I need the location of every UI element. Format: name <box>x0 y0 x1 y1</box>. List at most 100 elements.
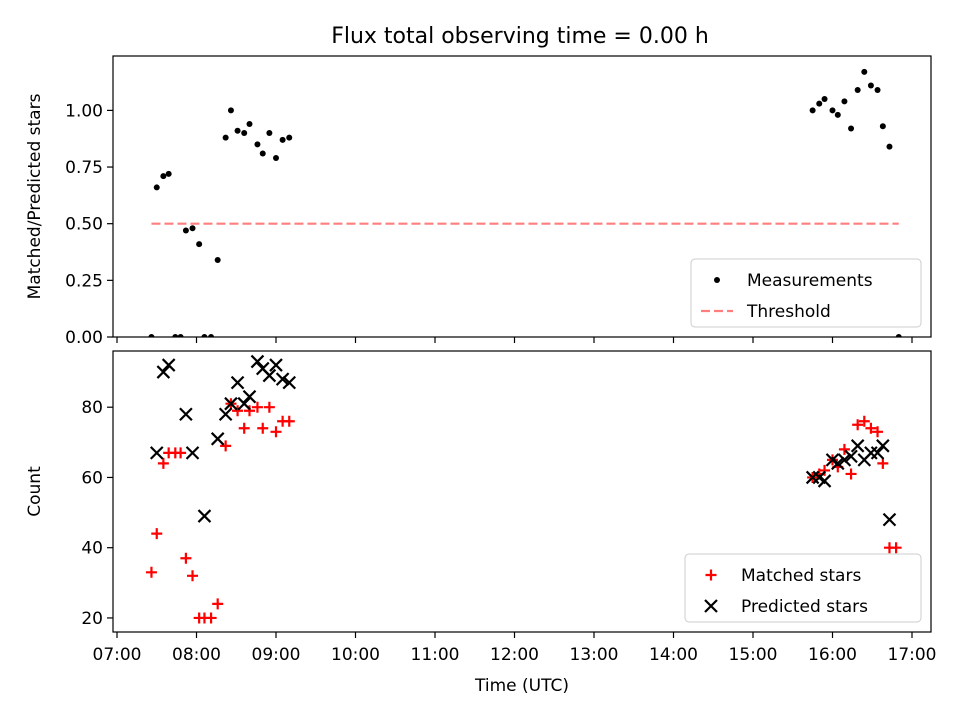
y-tick-label: 40 <box>81 539 103 559</box>
legend-label: Threshold <box>746 302 831 322</box>
x-tick-label: 07:00 <box>93 645 142 665</box>
data-point <box>151 528 163 540</box>
data-point <box>831 456 845 471</box>
data-point <box>179 407 193 422</box>
y-tick-label: 0.75 <box>65 158 103 178</box>
data-point <box>246 120 253 127</box>
legend-label: Predicted stars <box>741 597 868 617</box>
data-point <box>175 447 187 459</box>
y-tick-label: 20 <box>81 609 103 629</box>
legend: Matched stars Predicted stars <box>684 553 922 623</box>
x-tick-label: 15:00 <box>729 645 778 665</box>
data-point <box>841 98 848 105</box>
data-point <box>172 334 179 337</box>
series-matched-stars <box>145 398 902 624</box>
data-point <box>180 552 192 564</box>
legend-swatch <box>704 599 718 613</box>
data-point <box>250 354 265 369</box>
data-point <box>156 365 171 379</box>
data-point <box>279 136 286 143</box>
data-point <box>238 422 250 434</box>
data-point <box>257 422 269 434</box>
series-predicted-stars <box>149 354 897 527</box>
data-point <box>165 170 172 177</box>
data-point <box>197 509 212 523</box>
data-point <box>819 464 831 476</box>
data-point <box>210 432 225 446</box>
data-point <box>227 107 234 114</box>
data-point <box>816 100 823 107</box>
data-point <box>879 123 886 130</box>
x-tick-label: 09:00 <box>252 645 301 665</box>
x-tick-label: 16:00 <box>808 645 857 665</box>
data-point <box>234 127 241 134</box>
y-tick-label: 60 <box>81 468 103 488</box>
data-point <box>809 107 816 114</box>
x-tick-label: 08:00 <box>172 645 221 665</box>
data-point <box>263 401 275 413</box>
data-point <box>254 141 261 148</box>
data-point <box>201 334 208 337</box>
data-point <box>872 426 884 438</box>
data-point <box>834 111 841 118</box>
legend-label: Measurements <box>747 271 873 291</box>
data-point <box>148 334 155 337</box>
data-point <box>262 368 277 383</box>
x-tick-label: 11:00 <box>411 645 460 665</box>
data-point <box>232 405 244 417</box>
x-tick-label: 17:00 <box>888 645 937 665</box>
y-tick-label: 80 <box>81 398 103 418</box>
data-point <box>865 422 877 434</box>
data-point <box>153 184 160 191</box>
plot-area <box>148 68 902 337</box>
data-point <box>870 446 885 460</box>
data-point <box>275 372 290 386</box>
data-point <box>838 443 850 455</box>
data-point <box>208 334 215 337</box>
data-point <box>876 439 890 453</box>
data-point <box>251 401 263 413</box>
data-point <box>283 415 295 427</box>
y-tick-label: 0.25 <box>65 271 103 291</box>
data-point <box>886 143 893 150</box>
legend-label: Matched stars <box>741 566 861 586</box>
legend-swatch <box>705 569 717 581</box>
data-point <box>861 68 868 75</box>
data-point <box>149 446 164 460</box>
data-point <box>877 457 889 469</box>
data-point <box>224 396 238 411</box>
y-axis-label: Matched/Predicted stars <box>25 93 45 299</box>
y-axis-label: Count <box>25 466 45 517</box>
axes-frame <box>112 55 932 338</box>
data-point <box>145 566 157 578</box>
data-point <box>205 612 217 624</box>
legend-box <box>684 553 922 623</box>
data-point <box>286 134 293 141</box>
data-point <box>242 389 257 404</box>
data-point <box>714 277 720 283</box>
data-point <box>189 225 196 232</box>
data-point <box>237 396 251 411</box>
data-point <box>218 407 233 422</box>
panels: 0.00 0.25 0.50 0.75 1.00 Matched/Predicted st… <box>25 55 937 696</box>
data-point <box>187 570 199 582</box>
x-tick-label: 14:00 <box>649 645 698 665</box>
data-point <box>212 598 224 610</box>
y-tick-label: 0.50 <box>65 215 103 235</box>
series-measurements <box>148 68 902 337</box>
data-point <box>850 439 865 453</box>
data-point <box>160 173 167 180</box>
panel-2: 20 40 60 80 07:00 08:00 09:00 10:00 11:00 12:00 13… <box>25 350 937 696</box>
legend-swatch <box>714 277 720 283</box>
data-point <box>852 419 864 431</box>
data-point <box>266 130 273 137</box>
data-point <box>185 446 200 460</box>
data-point <box>214 256 221 263</box>
data-point <box>196 241 203 248</box>
data-point <box>244 405 255 417</box>
data-point <box>705 569 717 581</box>
data-point <box>177 334 184 337</box>
data-point <box>230 375 245 390</box>
data-point <box>845 468 857 480</box>
